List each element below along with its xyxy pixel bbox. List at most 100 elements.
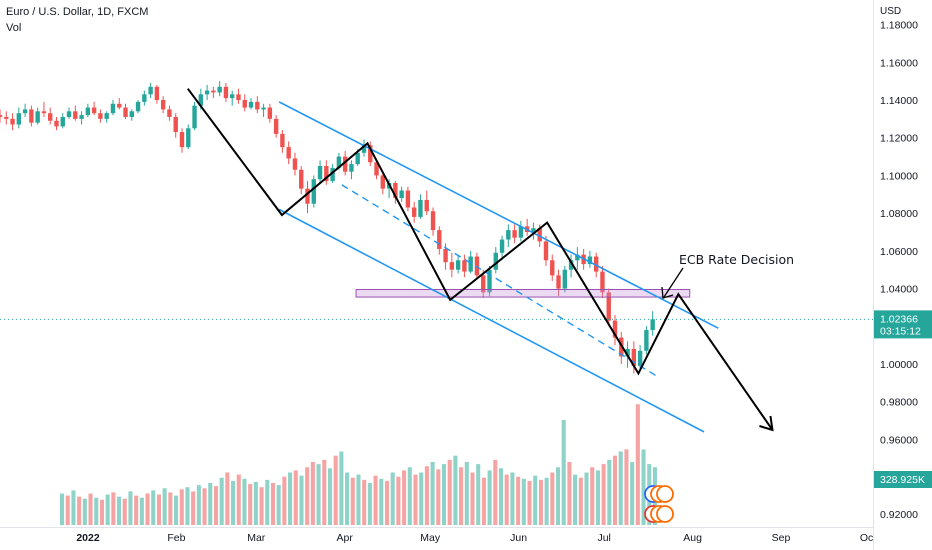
- volume-bar: [305, 467, 310, 525]
- candle-body: [167, 109, 172, 117]
- price-axis-divider: [873, 0, 874, 550]
- volume-bar: [105, 494, 110, 525]
- symbol-title: Euro / U.S. Dollar, 1D, FXCM: [6, 6, 149, 18]
- candle-body: [22, 109, 28, 114]
- volume-bar: [265, 479, 270, 525]
- volume-bar: [316, 464, 321, 525]
- channel-upper-line: [278, 101, 719, 329]
- volume-bar: [77, 496, 82, 525]
- volume-bar: [276, 485, 281, 525]
- volume-bar: [464, 462, 469, 525]
- candle-body: [236, 94, 241, 100]
- volume-bar: [419, 472, 424, 525]
- volume-bar: [630, 462, 635, 525]
- volume-bar: [282, 476, 287, 525]
- volume-bar: [196, 485, 201, 525]
- candle-body: [66, 111, 72, 117]
- candle-body: [374, 162, 379, 176]
- candle-body: [506, 230, 511, 240]
- volume-bar: [339, 451, 344, 525]
- time-axis[interactable]: 2022 Feb Mar Apr May Jun Jul Aug Sep Oc: [76, 532, 873, 544]
- candle-body: [324, 166, 329, 182]
- volume-bar: [453, 455, 458, 525]
- candle-body: [399, 190, 404, 199]
- volume-bar: [111, 492, 116, 525]
- candle-body: [198, 94, 204, 106]
- candle-body: [349, 164, 354, 172]
- candle-body: [499, 239, 505, 253]
- volume-bar: [481, 477, 486, 525]
- candle-body: [537, 228, 542, 242]
- candle-body: [518, 226, 524, 238]
- volume-bar: [185, 487, 190, 525]
- volume-bar: [345, 472, 350, 525]
- volume-bar: [516, 476, 521, 525]
- economic-event-icon[interactable]: [656, 485, 674, 503]
- candle-body: [0, 115, 3, 117]
- candle-body: [16, 113, 22, 125]
- candle-body: [79, 115, 84, 119]
- volume-badge: [874, 471, 932, 488]
- volume-bar: [407, 467, 412, 525]
- candle-body: [91, 107, 97, 114]
- candle-body: [255, 101, 260, 110]
- candle-body: [361, 145, 367, 153]
- candle-body: [368, 145, 373, 163]
- volume-bar: [555, 467, 561, 525]
- candle-body: [543, 241, 549, 261]
- volume-label: Vol: [6, 22, 22, 34]
- candle-body: [600, 271, 605, 293]
- volume-bar: [521, 478, 526, 525]
- candle-body: [556, 275, 561, 289]
- candle-body: [110, 103, 116, 114]
- economic-event-icon[interactable]: [656, 505, 674, 523]
- candles: [0, 81, 655, 374]
- candle-body: [575, 254, 580, 261]
- volume-bar: [510, 472, 515, 525]
- time-tick-label: Jun: [510, 532, 527, 544]
- candle-body: [512, 230, 517, 238]
- volume-bar: [567, 462, 572, 525]
- volume-bar: [624, 449, 629, 525]
- channel-lower-line: [278, 208, 705, 433]
- volume-bar: [202, 488, 207, 525]
- volume-bar: [248, 484, 253, 525]
- volume-bar: [641, 449, 646, 525]
- volume-bar: [71, 490, 76, 525]
- volume-bar: [333, 455, 338, 525]
- candle-body: [342, 156, 348, 172]
- volume-bar: [231, 480, 236, 525]
- volume-bar: [94, 497, 99, 525]
- candle-body: [179, 132, 185, 148]
- candle-body: [299, 169, 304, 189]
- price-tick-label: 1.12000: [880, 133, 918, 145]
- price-axis[interactable]: 1.18000 1.16000 1.14000 1.12000 1.10000 1.080…: [880, 20, 918, 521]
- volume-bar: [367, 483, 372, 525]
- volume-bar: [476, 464, 481, 525]
- price-tick-label: 1.06000: [880, 246, 918, 258]
- volume-bar: [208, 483, 213, 525]
- last-price-value: 1.02366: [880, 313, 918, 325]
- volume-bar: [635, 404, 640, 525]
- candle-body: [449, 262, 455, 270]
- candle-body: [443, 248, 448, 263]
- time-axis-divider: [0, 527, 873, 528]
- volume-bar: [590, 467, 595, 525]
- candle-body: [217, 86, 222, 93]
- candle-body: [550, 260, 555, 276]
- volume-bar: [441, 464, 447, 525]
- channel-mid-line: [341, 184, 656, 376]
- volume-bar: [527, 480, 532, 525]
- volume-bar: [327, 468, 333, 525]
- resistance-zone: [355, 289, 691, 298]
- volume-bar: [601, 464, 606, 525]
- candle-body: [405, 190, 411, 208]
- volume-bar: [213, 486, 218, 525]
- candle-body: [631, 348, 637, 366]
- annotation-arrowhead: [661, 286, 674, 299]
- time-tick-label: Oc: [860, 532, 873, 544]
- price-tick-label: 1.00000: [880, 359, 918, 371]
- time-tick-label: Mar: [247, 532, 266, 544]
- volume-bar: [550, 472, 555, 525]
